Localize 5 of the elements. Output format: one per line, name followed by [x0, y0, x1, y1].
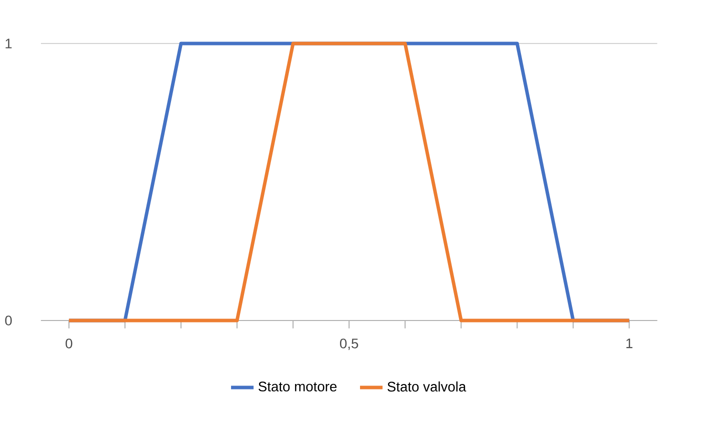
legend-label: Stato motore [258, 382, 337, 392]
x-tick-label: 0 [66, 338, 72, 348]
x-tick-label: 1 [626, 338, 632, 348]
legend-label: Stato valvola [388, 381, 466, 392]
x-tick-label: 0,5 [340, 338, 358, 350]
